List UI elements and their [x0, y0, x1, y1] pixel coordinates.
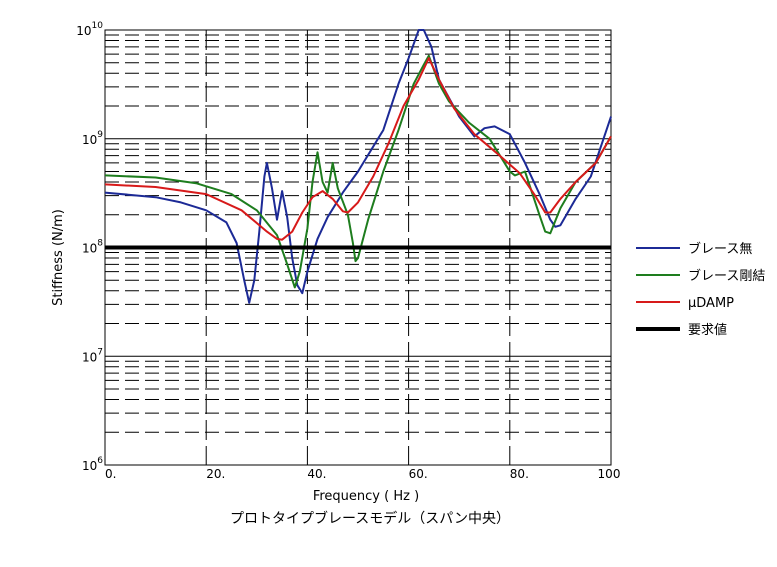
- x-tick-label: 100: [598, 467, 621, 481]
- y-tick-label: 106: [82, 456, 103, 473]
- x-tick-label: 0.: [105, 467, 116, 481]
- legend-label: μDAMP: [688, 296, 734, 311]
- legend-label: ブレース剛結: [688, 268, 765, 284]
- x-tick-labels: 0. 20. 40. 60. 80. 100: [105, 467, 620, 481]
- legend-label: 要求値: [688, 322, 727, 338]
- y-tick-label: 1010: [76, 21, 103, 38]
- x-tick-label: 20.: [206, 467, 225, 481]
- x-tick-label: 40.: [307, 467, 326, 481]
- y-tick-label: 109: [82, 130, 103, 147]
- y-tick-label: 107: [82, 347, 103, 364]
- y-tick-label: 108: [82, 239, 103, 256]
- y-axis-label: Stiffness (N/m): [51, 209, 66, 306]
- y-tick-labels: 106 107 108 109 1010: [76, 21, 103, 473]
- series-line-3: [104, 57, 612, 241]
- series-line-1: [104, 29, 612, 304]
- grid-lines: [105, 30, 611, 465]
- series-line-2: [104, 54, 612, 289]
- chart-title: プロトタイプブレースモデル（スパン中央）: [230, 510, 510, 527]
- series-layer: [104, 29, 612, 304]
- x-axis-label: Frequency ( Hz ): [313, 489, 419, 504]
- legend-label: ブレース無: [688, 241, 752, 257]
- x-tick-label: 80.: [510, 467, 529, 481]
- x-tick-label: 60.: [409, 467, 428, 481]
